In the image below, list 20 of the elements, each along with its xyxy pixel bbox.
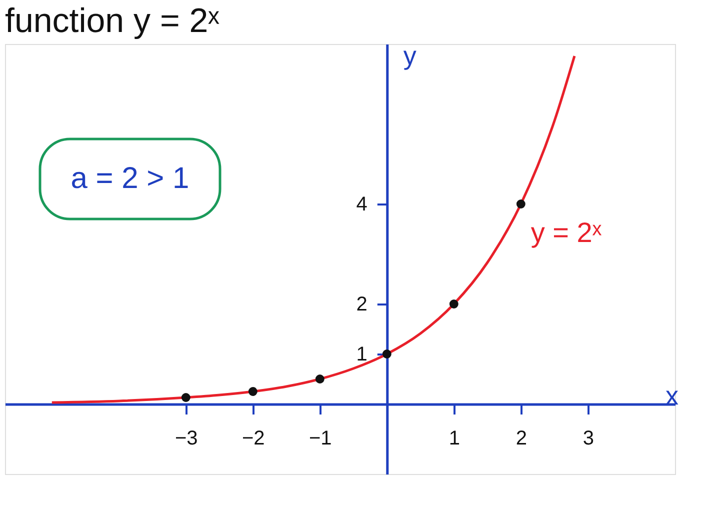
x-tick-label: 1 bbox=[448, 428, 460, 450]
y-tick-label: 4 bbox=[356, 194, 368, 216]
y-axis-title: y bbox=[403, 40, 416, 70]
point bbox=[315, 374, 324, 384]
x-tick-label: −2 bbox=[242, 428, 265, 450]
x-tick-label: −1 bbox=[308, 428, 332, 450]
annotation: a = 2 > 1 bbox=[70, 162, 190, 195]
point bbox=[248, 387, 258, 396]
x-axis-title: x bbox=[666, 380, 678, 410]
y-tick-label: 1 bbox=[356, 344, 368, 366]
point bbox=[181, 393, 190, 402]
series-label: y = 2ˣ bbox=[530, 217, 602, 248]
y-tick-label: 2 bbox=[356, 294, 368, 316]
point bbox=[516, 200, 526, 208]
x-tick-label: 3 bbox=[582, 428, 594, 450]
x-tick-label: 2 bbox=[516, 428, 527, 450]
chart-title: function y = 2ˣ bbox=[5, 2, 220, 40]
point bbox=[382, 350, 392, 358]
x-tick-label: −3 bbox=[174, 428, 198, 450]
point bbox=[449, 300, 458, 308]
